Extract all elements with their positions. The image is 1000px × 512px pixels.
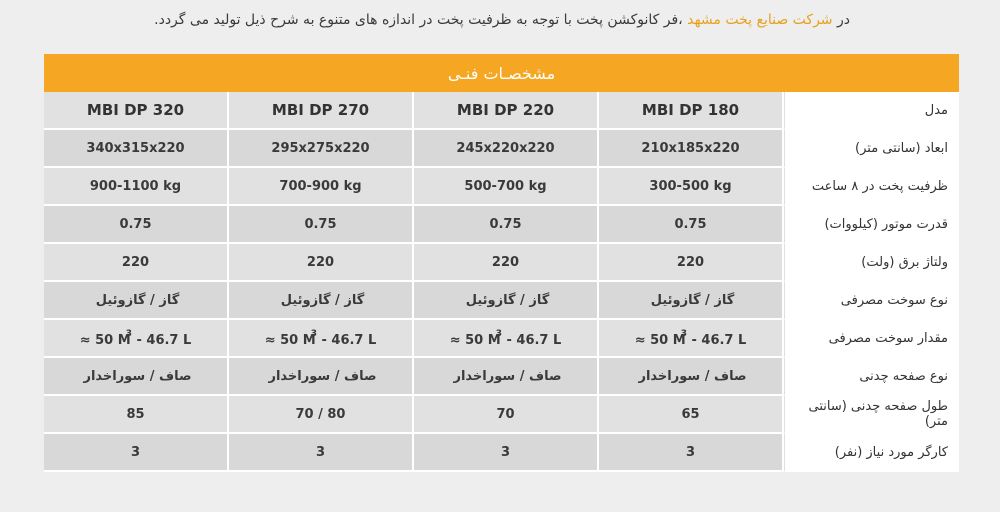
table-cell: 85: [44, 396, 229, 434]
fuel-amount-part: ≈ 50 M: [449, 332, 501, 348]
table-cell: 220: [229, 244, 414, 282]
table-row: 900-1100 kg 700-900 kg 500-700 kg 300-50…: [44, 168, 959, 206]
table-row-model: MBI DP 320 MBI DP 270 MBI DP 220 MBI DP …: [44, 92, 959, 130]
table-cell: ≈ 50 M3 - 46.7 L: [44, 320, 229, 358]
table-cell: 220: [44, 244, 229, 282]
fuel-amount-part: - 46.7 L: [316, 332, 377, 348]
table-cell: 70 / 80: [229, 396, 414, 434]
table-cell: 700-900 kg: [229, 168, 414, 206]
table-row: 3 3 3 3 کارگر مورد نیاز (نفر): [44, 434, 959, 472]
table-cell: 3: [44, 434, 229, 472]
table-cell: گاز / گازوئیل: [599, 282, 784, 320]
model-cell: MBI DP 220: [414, 92, 599, 130]
row-label: ظرفیت پخت در ۸ ساعت: [784, 168, 959, 206]
table-cell: گاز / گازوئیل: [414, 282, 599, 320]
table-row: صاف / سوراخدار صاف / سوراخدار صاف / سورا…: [44, 358, 959, 396]
intro-prefix: در: [832, 12, 850, 28]
table-cell: 210x185x220: [599, 130, 784, 168]
table-cell: 220: [414, 244, 599, 282]
company-name: شرکت صنایع پخت مشهد: [687, 12, 833, 28]
table-cell: 3: [229, 434, 414, 472]
fuel-amount-part: ≈ 50 M: [264, 332, 316, 348]
table-row: 340x315x220 295x275x220 245x220x220 210x…: [44, 130, 959, 168]
fuel-amount-part: - 46.7 L: [686, 332, 747, 348]
table-cell: 65: [599, 396, 784, 434]
table-cell: ≈ 50 M3 - 46.7 L: [599, 320, 784, 358]
fuel-superscript: 3: [125, 328, 132, 339]
intro-suffix: ،فر کانوکشن پخت با توجه به ظرفیت پخت در …: [154, 12, 688, 28]
row-label: مدل: [784, 92, 959, 130]
model-cell: MBI DP 320: [44, 92, 229, 130]
row-label: قدرت موتور (کیلووات): [784, 206, 959, 244]
table-cell: گاز / گازوئیل: [44, 282, 229, 320]
row-label: ولتاژ برق (ولت): [784, 244, 959, 282]
row-label: نوع صفحه چدنی: [784, 358, 959, 396]
model-cell: MBI DP 270: [229, 92, 414, 130]
table-cell: 220: [599, 244, 784, 282]
row-label: کارگر مورد نیاز (نفر): [784, 434, 959, 472]
fuel-superscript: 3: [310, 328, 317, 339]
table-cell: 300-500 kg: [599, 168, 784, 206]
model-cell: MBI DP 180: [599, 92, 784, 130]
table-cell: 0.75: [44, 206, 229, 244]
table-cell: 3: [414, 434, 599, 472]
table-cell: 295x275x220: [229, 130, 414, 168]
fuel-superscript: 3: [680, 328, 687, 339]
table-cell: صاف / سوراخدار: [44, 358, 229, 396]
table-row: 220 220 220 220 ولتاژ برق (ولت): [44, 244, 959, 282]
row-label: مقدار سوخت مصرفی: [784, 320, 959, 358]
fuel-amount-part: ≈ 50 M: [79, 332, 131, 348]
table-cell: 340x315x220: [44, 130, 229, 168]
table-cell: 900-1100 kg: [44, 168, 229, 206]
table-cell: گاز / گازوئیل: [229, 282, 414, 320]
fuel-amount-part: - 46.7 L: [501, 332, 562, 348]
fuel-superscript: 3: [495, 328, 502, 339]
table-cell: صاف / سوراخدار: [229, 358, 414, 396]
table-row: گاز / گازوئیل گاز / گازوئیل گاز / گازوئی…: [44, 282, 959, 320]
table-cell: صاف / سوراخدار: [414, 358, 599, 396]
spec-table: مشخصـات فنـی MBI DP 320 MBI DP 270 MBI D…: [44, 54, 959, 472]
table-cell: 500-700 kg: [414, 168, 599, 206]
table-row: 85 70 / 80 70 65 طول صفحه چدنی (سانتی مت…: [44, 396, 959, 434]
table-row: ≈ 50 M3 - 46.7 L ≈ 50 M3 - 46.7 L ≈ 50 M…: [44, 320, 959, 358]
table-cell: 0.75: [414, 206, 599, 244]
fuel-amount-part: - 46.7 L: [131, 332, 192, 348]
fuel-amount-part: ≈ 50 M: [634, 332, 686, 348]
table-row: 0.75 0.75 0.75 0.75 قدرت موتور (کیلووات): [44, 206, 959, 244]
table-cell: ≈ 50 M3 - 46.7 L: [414, 320, 599, 358]
row-label: ابعاد (سانتی متر): [784, 130, 959, 168]
row-label: طول صفحه چدنی (سانتی متر): [784, 396, 959, 434]
table-title: مشخصـات فنـی: [44, 54, 959, 92]
table-cell: صاف / سوراخدار: [599, 358, 784, 396]
intro-text: در شرکت صنایع پخت مشهد ،فر کانوکشن پخت ب…: [154, 12, 850, 28]
row-label: نوع سوخت مصرفی: [784, 282, 959, 320]
table-cell: 245x220x220: [414, 130, 599, 168]
table-cell: 0.75: [599, 206, 784, 244]
table-cell: 0.75: [229, 206, 414, 244]
table-cell: 3: [599, 434, 784, 472]
table-cell: 70: [414, 396, 599, 434]
table-cell: ≈ 50 M3 - 46.7 L: [229, 320, 414, 358]
